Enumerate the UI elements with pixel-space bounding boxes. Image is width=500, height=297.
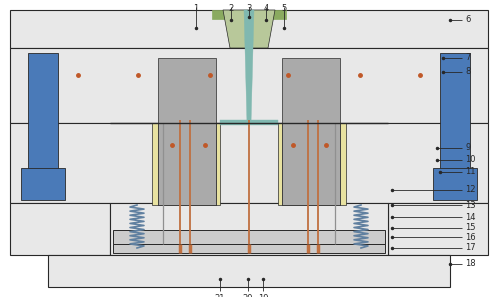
Text: 12: 12	[465, 186, 475, 195]
Text: 4: 4	[264, 4, 268, 13]
Bar	[28, 53, 58, 178]
Text: 21: 21	[215, 294, 225, 297]
Bar	[220, 120, 278, 125]
Bar	[158, 58, 216, 123]
Text: 5: 5	[282, 4, 286, 13]
Text: 17: 17	[465, 244, 475, 252]
Text: 6: 6	[465, 15, 470, 24]
Bar	[110, 203, 388, 255]
Bar	[113, 244, 385, 253]
Bar	[158, 123, 216, 205]
Text: 2: 2	[228, 4, 234, 13]
Bar	[433, 168, 477, 200]
Bar	[10, 203, 110, 255]
Text: 10: 10	[465, 156, 475, 165]
Text: 14: 14	[465, 212, 475, 222]
Bar	[282, 123, 340, 205]
Bar	[388, 203, 488, 255]
Text: 3: 3	[246, 4, 252, 13]
Bar	[278, 123, 346, 205]
Text: 20: 20	[243, 294, 254, 297]
Polygon shape	[223, 10, 275, 48]
Text: 19: 19	[258, 294, 268, 297]
Bar	[158, 123, 216, 205]
Text: 8: 8	[465, 67, 470, 77]
Text: 13: 13	[465, 200, 475, 209]
Bar	[152, 123, 220, 205]
Text: 9: 9	[465, 143, 470, 152]
Bar	[21, 168, 65, 200]
Bar	[10, 48, 488, 123]
Bar	[212, 10, 286, 19]
Text: 16: 16	[465, 233, 475, 241]
Text: 11: 11	[465, 168, 475, 176]
Bar	[282, 123, 340, 205]
Text: 1: 1	[194, 4, 198, 13]
Bar	[440, 53, 470, 178]
Bar	[48, 255, 450, 287]
Bar	[113, 230, 385, 244]
Text: 18: 18	[465, 260, 475, 268]
Bar	[282, 58, 340, 123]
Bar	[10, 10, 488, 48]
Text: 15: 15	[465, 224, 475, 233]
Text: 7: 7	[465, 53, 470, 62]
Bar	[10, 123, 488, 203]
Polygon shape	[244, 10, 254, 123]
